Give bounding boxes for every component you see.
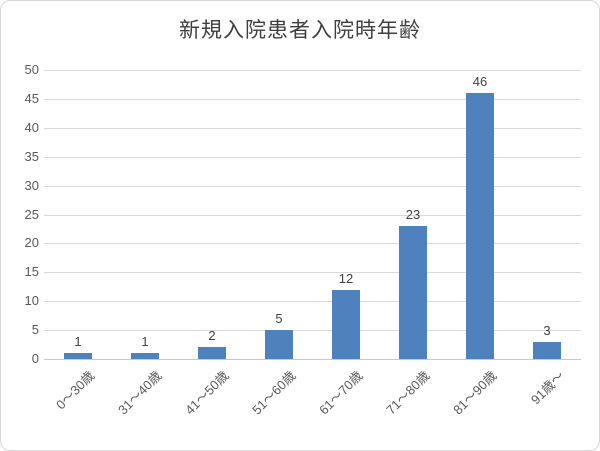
gridline (44, 186, 581, 187)
bar-value-label: 23 (405, 207, 421, 222)
x-axis-category-label: 91歳～ (527, 368, 568, 408)
bar-value-label: 1 (141, 334, 149, 349)
y-axis-tick-label: 45 (24, 91, 39, 106)
y-axis-tick-label: 20 (24, 235, 39, 250)
bar-value-label: 46 (472, 74, 488, 89)
bar (198, 347, 226, 359)
bar-value-label: 3 (543, 323, 551, 338)
bar (466, 93, 494, 359)
bar-value-label: 12 (338, 271, 354, 286)
y-axis-tick-label: 25 (24, 207, 39, 222)
bar (64, 353, 92, 359)
y-axis-tick-label: 35 (24, 149, 39, 164)
gridline (44, 272, 581, 273)
gridline (44, 70, 581, 71)
x-axis-category-label: 41～50歳 (181, 368, 232, 418)
y-axis-tick-label: 0 (31, 351, 39, 366)
bar (533, 342, 561, 359)
x-axis-category-label: 81～90歳 (450, 368, 500, 418)
gridline (44, 330, 581, 331)
gridline (44, 243, 581, 244)
x-axis-category-label: 61～70歳 (316, 368, 366, 418)
x-axis-category-label: 71～80歳 (383, 368, 433, 418)
gridline (44, 99, 581, 100)
gridline (44, 301, 581, 302)
y-axis-tick-label: 30 (24, 178, 39, 193)
y-axis-tick-label: 10 (24, 293, 39, 308)
x-axis-category-label: 31～40歳 (114, 368, 165, 418)
bar-value-label: 5 (275, 311, 283, 326)
y-axis-tick-label: 5 (31, 322, 39, 337)
bar-value-label: 2 (208, 328, 216, 343)
x-axis-line (44, 359, 581, 360)
gridline (44, 157, 581, 158)
gridline (44, 215, 581, 216)
bar (131, 353, 159, 359)
chart-title: 新規入院患者入院時年齢 (179, 19, 421, 42)
bar (265, 330, 293, 359)
y-axis-tick-label: 15 (24, 264, 39, 279)
bar (332, 290, 360, 359)
bar-value-label: 1 (74, 334, 82, 349)
y-axis-tick-label: 40 (24, 120, 39, 135)
y-axis-tick-label: 50 (24, 62, 39, 77)
x-axis-category-label: 51～60歳 (249, 368, 299, 418)
x-axis-category-label: 0～30歳 (52, 368, 98, 413)
bar (399, 226, 427, 359)
gridline (44, 128, 581, 129)
